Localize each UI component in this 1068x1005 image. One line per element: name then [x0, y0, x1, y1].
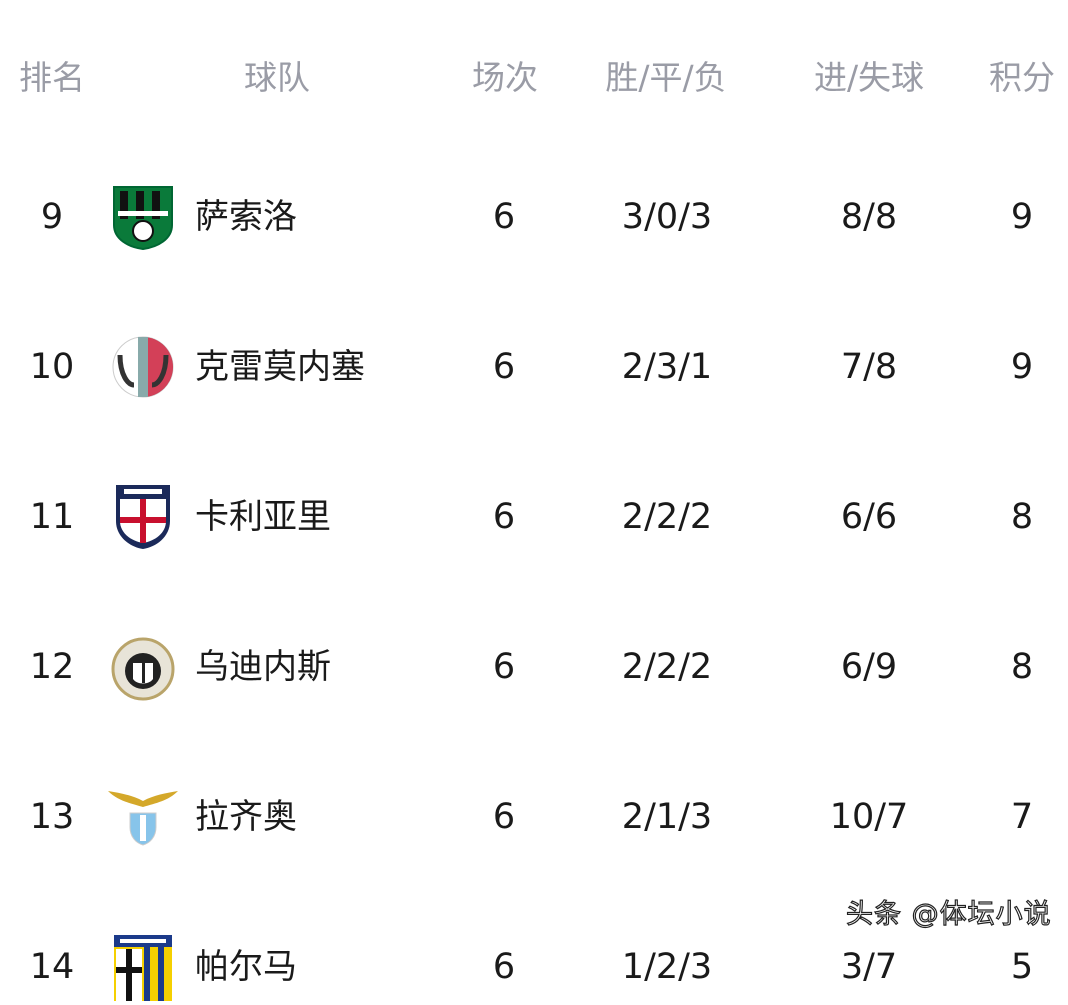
points: 5 — [1010, 947, 1034, 987]
points: 9 — [1010, 347, 1034, 387]
table-row[interactable]: 9 萨索洛 6 3/0/3 8/8 9 — [0, 186, 1068, 251]
table-row[interactable]: 13 拉齐奥 6 2/1/3 10/7 7 — [0, 791, 1068, 846]
played: 6 — [492, 197, 516, 237]
header-team: 球队 — [244, 58, 310, 97]
rank: 10 — [29, 347, 75, 387]
watermark: 头条 @体坛小说 — [845, 898, 1052, 930]
table-row[interactable]: 11 卡利亚里 6 2/2/2 6/6 8 — [0, 485, 1068, 549]
team-name[interactable]: 拉齐奥 — [195, 797, 297, 837]
goals-for-against: 8/8 — [840, 197, 898, 237]
team-name[interactable]: 乌迪内斯 — [195, 647, 331, 687]
udinese-logo-icon — [106, 633, 180, 701]
table-row[interactable]: 12 乌迪内斯 6 2/2/2 6/9 8 — [0, 637, 1068, 701]
played: 6 — [492, 347, 516, 387]
cagliari-logo-icon — [106, 483, 180, 551]
rank: 11 — [29, 497, 75, 537]
goals-for-against: 6/9 — [840, 647, 898, 687]
cremonese-logo-icon — [106, 333, 180, 401]
played: 6 — [492, 497, 516, 537]
rank: 14 — [29, 947, 75, 987]
header-points: 积分 — [989, 58, 1055, 97]
header-goals: 进/失球 — [813, 58, 925, 97]
points: 7 — [1010, 797, 1034, 837]
rank: 9 — [40, 197, 64, 237]
points: 8 — [1010, 647, 1034, 687]
win-draw-loss: 2/3/1 — [621, 347, 713, 387]
win-draw-loss: 3/0/3 — [621, 197, 713, 237]
header-wdl: 胜/平/负 — [605, 58, 727, 97]
played: 6 — [492, 947, 516, 987]
lazio-logo-icon — [106, 783, 180, 851]
parma-logo-icon — [106, 933, 180, 1001]
points: 8 — [1010, 497, 1034, 537]
team-name[interactable]: 帕尔马 — [195, 947, 297, 987]
win-draw-loss: 2/2/2 — [621, 647, 713, 687]
table-row[interactable]: 14 帕尔马 6 1/2/3 3/7 5 — [0, 935, 1068, 1001]
played: 6 — [492, 797, 516, 837]
win-draw-loss: 1/2/3 — [621, 947, 713, 987]
table-row[interactable]: 10 克雷莫内塞 6 2/3/1 7/8 9 — [0, 336, 1068, 398]
played: 6 — [492, 647, 516, 687]
team-name[interactable]: 克雷莫内塞 — [195, 347, 365, 387]
team-name[interactable]: 萨索洛 — [195, 197, 297, 237]
win-draw-loss: 2/1/3 — [621, 797, 713, 837]
header-played: 场次 — [472, 58, 538, 97]
goals-for-against: 7/8 — [840, 347, 898, 387]
goals-for-against: 10/7 — [829, 797, 909, 837]
sassuolo-logo-icon — [106, 183, 180, 251]
win-draw-loss: 2/2/2 — [621, 497, 713, 537]
goals-for-against: 3/7 — [840, 947, 898, 987]
points: 9 — [1010, 197, 1034, 237]
rank: 13 — [29, 797, 75, 837]
team-name[interactable]: 卡利亚里 — [195, 497, 331, 537]
header-rank: 排名 — [19, 58, 85, 97]
rank: 12 — [29, 647, 75, 687]
goals-for-against: 6/6 — [840, 497, 898, 537]
